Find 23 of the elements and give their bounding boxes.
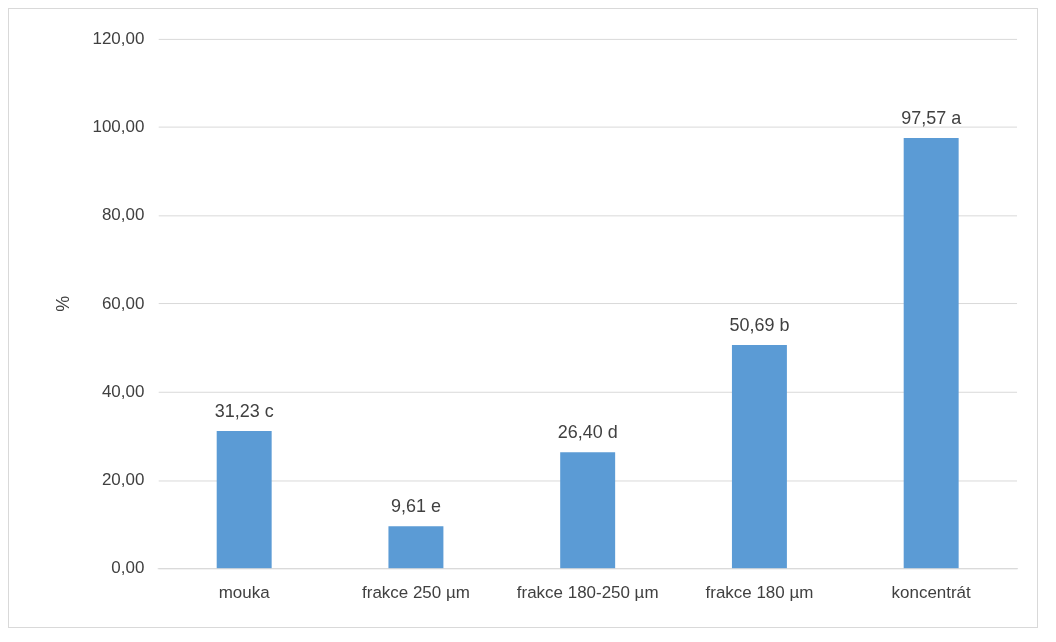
- bar: [731, 344, 787, 569]
- data-label: 50,69 b: [729, 314, 790, 335]
- x-tick-label: koncentrát: [891, 582, 972, 602]
- data-label: 26,40 d: [557, 422, 618, 443]
- x-tick-label: frakce 180-250 µm: [516, 582, 659, 602]
- bar: [216, 430, 272, 569]
- y-tick-label: 120,00: [92, 28, 145, 48]
- y-tick-label: 40,00: [101, 381, 145, 401]
- bar: [903, 137, 959, 569]
- data-label: 9,61 e: [390, 496, 441, 517]
- data-label: 97,57 a: [901, 107, 962, 128]
- bar: [388, 526, 444, 569]
- data-label: 31,23 c: [214, 400, 274, 421]
- y-tick-label: 80,00: [101, 205, 145, 225]
- bar: [560, 452, 616, 569]
- y-tick-label: 60,00: [101, 293, 145, 313]
- y-tick-label: 20,00: [101, 470, 145, 490]
- y-tick-label: 0,00: [111, 558, 145, 578]
- y-tick-label: 100,00: [92, 116, 145, 136]
- x-tick-label: mouka: [218, 582, 271, 602]
- x-tick-label: frakce 180 µm: [705, 582, 814, 602]
- y-axis-title: %: [52, 295, 73, 312]
- x-tick-label: frakce 250 µm: [362, 582, 470, 602]
